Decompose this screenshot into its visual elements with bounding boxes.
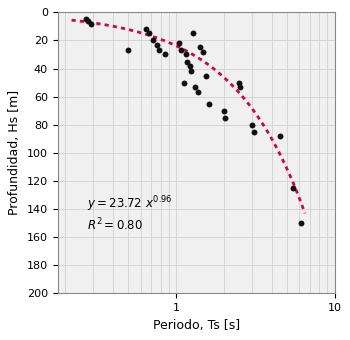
Point	[195, 90, 201, 95]
Point	[125, 48, 131, 53]
Point	[183, 52, 188, 57]
Text: $y = 23.72\ x^{0.96}$
$R^2 = 0.80$: $y = 23.72\ x^{0.96}$ $R^2 = 0.80$	[87, 194, 173, 233]
Point	[290, 185, 296, 191]
Point	[88, 21, 93, 26]
Point	[197, 45, 203, 50]
Point	[251, 129, 257, 135]
Point	[189, 69, 194, 74]
Point	[156, 48, 162, 53]
Point	[150, 38, 156, 43]
Point	[147, 31, 152, 36]
Point	[192, 84, 198, 89]
Point	[83, 17, 89, 22]
Y-axis label: Profundidad, Hs [m]: Profundidad, Hs [m]	[8, 90, 21, 216]
Point	[181, 80, 187, 85]
Point	[176, 40, 182, 46]
Point	[144, 27, 149, 32]
Point	[184, 59, 190, 64]
Point	[203, 73, 209, 78]
Point	[154, 42, 160, 47]
Point	[162, 52, 168, 57]
Point	[298, 220, 303, 226]
Point	[178, 48, 184, 53]
Point	[190, 31, 196, 36]
Point	[249, 122, 254, 128]
Point	[221, 108, 226, 114]
Point	[85, 18, 91, 23]
X-axis label: Periodo, Ts [s]: Periodo, Ts [s]	[153, 319, 240, 332]
Point	[277, 133, 282, 139]
Point	[187, 63, 192, 68]
Point	[236, 80, 242, 85]
Point	[200, 49, 206, 54]
Point	[238, 84, 243, 89]
Point	[223, 115, 228, 120]
Point	[206, 101, 212, 106]
